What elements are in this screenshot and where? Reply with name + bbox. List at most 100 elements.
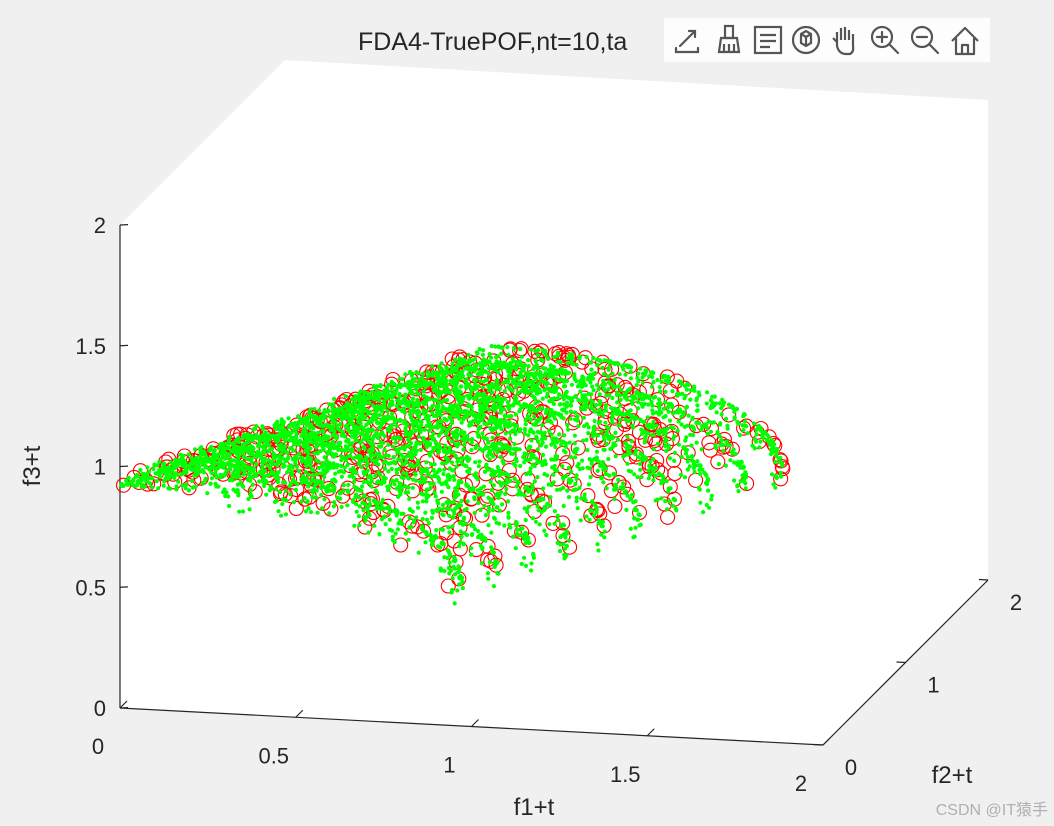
green-point — [409, 430, 415, 436]
green-point — [305, 484, 311, 489]
green-point — [503, 418, 508, 423]
green-point — [741, 428, 746, 433]
green-point — [610, 395, 615, 401]
green-point — [697, 467, 702, 472]
green-point — [338, 440, 343, 445]
green-point — [464, 463, 469, 469]
green-point — [430, 373, 435, 378]
green-point — [628, 526, 633, 531]
green-point — [737, 433, 743, 438]
green-point — [251, 427, 256, 432]
green-point — [639, 474, 644, 480]
green-point — [305, 455, 310, 460]
green-point — [508, 403, 513, 408]
green-point — [483, 369, 488, 374]
green-point — [226, 438, 232, 443]
green-point — [492, 516, 497, 521]
green-point — [199, 445, 204, 450]
green-point — [758, 439, 763, 444]
green-point — [458, 529, 463, 534]
green-point — [430, 510, 435, 515]
green-point — [632, 508, 637, 513]
green-point — [345, 414, 350, 419]
pan-button[interactable] — [828, 22, 862, 58]
green-point — [560, 394, 565, 399]
green-point — [778, 474, 784, 479]
green-point — [440, 502, 446, 508]
green-point — [378, 432, 383, 437]
rotate3d-button[interactable] — [789, 22, 823, 58]
green-point — [689, 443, 694, 448]
zoom-in-icon — [870, 25, 900, 55]
green-point — [477, 404, 483, 409]
green-point — [260, 479, 265, 484]
green-point — [604, 425, 609, 430]
green-point — [659, 481, 664, 486]
green-point — [543, 366, 548, 371]
green-point — [508, 387, 513, 392]
green-point — [248, 488, 253, 493]
green-point — [282, 464, 287, 469]
red-point — [530, 487, 546, 503]
green-point — [465, 393, 470, 398]
green-point — [382, 466, 387, 471]
green-point — [418, 427, 423, 432]
green-point — [503, 414, 508, 419]
green-point — [466, 402, 471, 407]
green-point — [294, 430, 299, 436]
green-point — [174, 484, 179, 489]
green-point — [375, 395, 380, 400]
green-point — [476, 464, 481, 469]
green-point — [575, 384, 581, 389]
datatip-button[interactable] — [750, 22, 784, 58]
green-point — [604, 429, 609, 435]
green-point — [198, 450, 203, 455]
green-point — [310, 495, 315, 500]
green-point — [451, 450, 456, 455]
green-point — [438, 566, 443, 571]
zoom-in-button[interactable] — [868, 22, 902, 58]
green-point — [584, 354, 589, 360]
zoom-out-button[interactable] — [908, 22, 942, 58]
green-point — [311, 468, 316, 473]
green-point — [503, 378, 508, 383]
green-point — [640, 452, 645, 458]
green-point — [553, 444, 558, 450]
green-point — [633, 525, 638, 530]
green-point — [604, 486, 609, 491]
green-point — [601, 378, 606, 383]
green-point — [410, 446, 416, 452]
green-point — [479, 368, 484, 373]
green-point — [430, 543, 435, 548]
green-point — [370, 395, 375, 400]
green-point — [333, 471, 338, 476]
green-point — [315, 450, 320, 455]
green-point — [504, 486, 509, 492]
green-point — [163, 476, 168, 481]
green-point — [402, 410, 407, 415]
green-point — [225, 461, 230, 466]
green-point — [497, 480, 502, 485]
green-point — [742, 419, 748, 424]
green-point — [698, 471, 703, 477]
green-point — [297, 451, 302, 456]
green-point — [357, 495, 362, 500]
green-point — [637, 513, 642, 518]
green-point — [616, 411, 621, 416]
y-tick-label: 1 — [927, 673, 939, 698]
export-button[interactable] — [670, 22, 704, 58]
green-point — [506, 369, 511, 374]
green-point — [451, 515, 456, 520]
green-point — [384, 385, 389, 391]
green-point — [695, 459, 700, 464]
green-point — [227, 435, 232, 440]
green-point — [684, 387, 690, 392]
green-point — [431, 388, 436, 393]
home-button[interactable] — [948, 22, 982, 58]
green-point — [591, 388, 596, 393]
green-point — [295, 456, 300, 461]
green-point — [408, 408, 413, 413]
green-point — [416, 371, 421, 376]
brush-button[interactable] — [712, 22, 746, 58]
green-point — [621, 367, 626, 372]
